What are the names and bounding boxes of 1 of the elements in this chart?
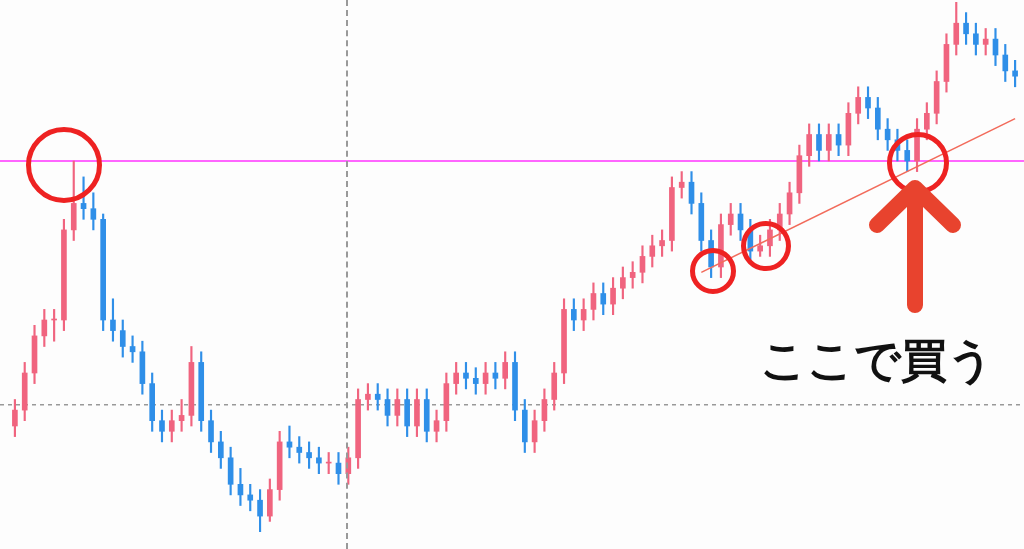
annotation: ここで買う [760,332,994,389]
